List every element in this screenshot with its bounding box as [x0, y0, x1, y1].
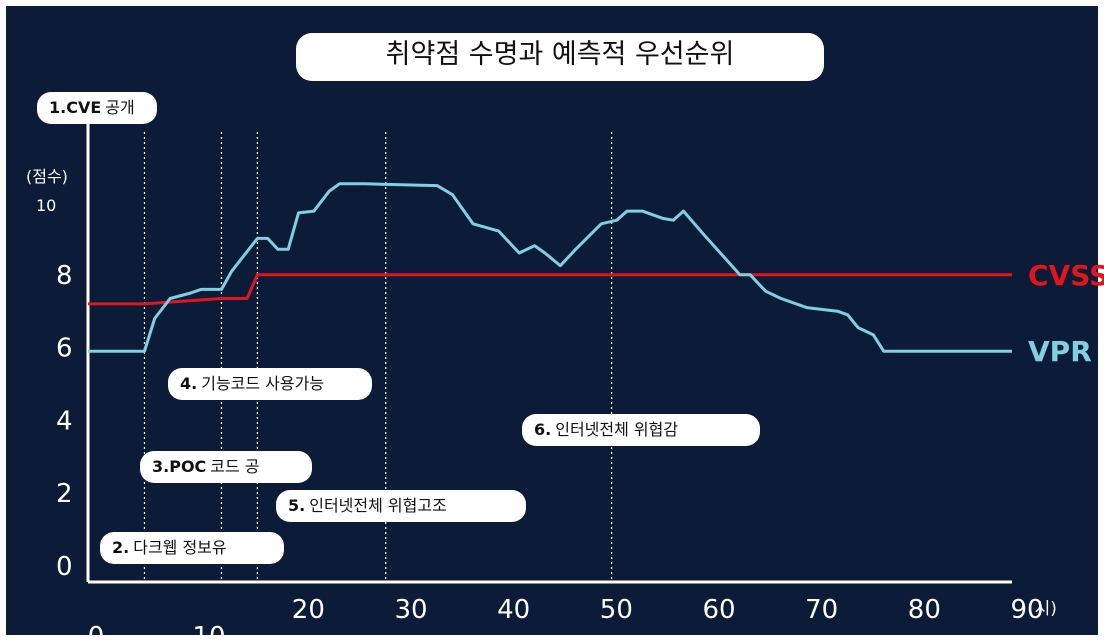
event-label-1-number: 1.CVE — [49, 98, 102, 117]
y-tick-label-0: 0 — [56, 552, 73, 582]
x-tick-label-20: 20 — [292, 595, 325, 625]
event-label-5-text: 인터넷전체 위협고조 — [309, 496, 447, 515]
event-label-2: 2. 다크웹 정보유 — [100, 532, 284, 564]
event-label-4-number: 4. — [180, 374, 198, 393]
event-label-6: 6. 인터넷전체 위협감 — [522, 414, 760, 446]
event-label-3: 3.POC 코드 공 — [140, 451, 312, 483]
event-label-3-number: 3.POC — [152, 457, 207, 476]
series-label-vpr: VPR — [1028, 335, 1092, 368]
event-label-4: 4. 기능코드 사용가능 — [168, 368, 372, 400]
event-label-6-number: 6. — [534, 420, 552, 439]
x-tick-label-50: 50 — [600, 595, 633, 625]
event-label-6-text: 인터넷전체 위협감 — [555, 420, 679, 439]
x-tick-label-30: 30 — [394, 595, 427, 625]
event-label-1-text: 공개 — [105, 98, 135, 117]
y-tick-label-8: 8 — [56, 261, 73, 291]
y-tick-label-4: 4 — [56, 406, 73, 436]
x-tick-label-60: 60 — [702, 595, 735, 625]
y-tick-label-10: 10 — [36, 196, 56, 215]
event-label-2-number: 2. — [112, 538, 130, 557]
x-axis-unit: (시) — [1028, 599, 1057, 619]
series-label-cvss: CVSS — [1028, 259, 1104, 292]
y-axis-unit: (점수) — [26, 167, 68, 186]
x-tick-label-90: 90 — [1010, 595, 1043, 625]
event-label-3-text: 코드 공 — [210, 457, 260, 476]
y-tick-label-6: 6 — [56, 334, 73, 364]
y-tick-label-2: 2 — [56, 479, 73, 509]
event-label-5: 5. 인터넷전체 위협고조 — [276, 490, 526, 522]
x-tick-label-0: 0 — [88, 622, 105, 641]
series-line-cvss — [88, 273, 1012, 306]
x-tick-label-70: 70 — [805, 595, 838, 625]
event-label-4-text: 기능코드 사용가능 — [201, 374, 325, 393]
x-tick-label-80: 80 — [908, 595, 941, 625]
event-label-2-text: 다크웹 정보유 — [133, 538, 227, 557]
chart-title: 취약점 수명과 예측적 우선순위 — [296, 33, 824, 81]
x-tick-label-40: 40 — [497, 595, 530, 625]
series-line-vpr — [88, 182, 1012, 353]
event-label-5-number: 5. — [288, 496, 306, 515]
x-tick-label-10: 10 — [192, 622, 225, 641]
event-label-1: 1.CVE 공개 — [37, 92, 157, 124]
chart-background — [6, 6, 1098, 635]
